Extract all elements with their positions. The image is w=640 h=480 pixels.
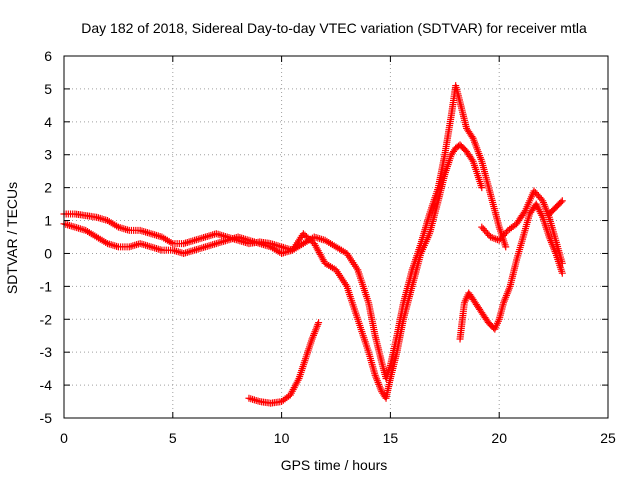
y-tick-label: -4 [40, 377, 53, 393]
x-tick-label: 15 [383, 430, 399, 446]
y-tick-label: 5 [44, 81, 52, 97]
y-tick-label: 3 [44, 147, 52, 163]
y-tick-label: -1 [40, 278, 53, 294]
chart-title: Day 182 of 2018, Sidereal Day-to-day VTE… [81, 20, 587, 36]
y-axis-label: SDTVAR / TECUs [4, 182, 20, 294]
y-tick-label: 2 [44, 180, 52, 196]
x-axis-label: GPS time / hours [281, 457, 388, 473]
series-track-c [245, 319, 323, 407]
data-point [520, 208, 528, 216]
x-tick-label: 5 [169, 430, 177, 446]
axis-ticks: 0 5 10 15 20 25 -5 -4 -3 -2 -1 0 1 2 3 4 5 6 [40, 48, 616, 446]
plot-frame [63, 55, 609, 419]
y-tick-label: -5 [40, 410, 53, 426]
series-track-d [456, 200, 566, 343]
y-tick-label: 6 [44, 48, 52, 64]
series-group [60, 82, 566, 407]
data-point [557, 198, 565, 206]
y-tick-label: 4 [44, 114, 52, 130]
y-tick-label: 0 [44, 245, 52, 261]
data-point [478, 184, 486, 192]
x-tick-label: 20 [491, 430, 507, 446]
y-tick-label: -2 [40, 311, 53, 327]
data-point [558, 269, 566, 277]
data-point [502, 243, 510, 251]
x-tick-label: 25 [600, 430, 616, 446]
data-point [468, 133, 476, 141]
series-track-b [60, 141, 486, 402]
series-track-f [545, 197, 566, 218]
y-tick-label: -3 [40, 344, 53, 360]
data-point [558, 197, 566, 205]
x-tick-label: 0 [60, 430, 68, 446]
x-tick-label: 10 [274, 430, 290, 446]
data-point [315, 319, 323, 327]
data-point [558, 259, 566, 267]
data-point [468, 156, 476, 164]
data-point [502, 228, 510, 236]
y-tick-label: 1 [44, 213, 52, 229]
